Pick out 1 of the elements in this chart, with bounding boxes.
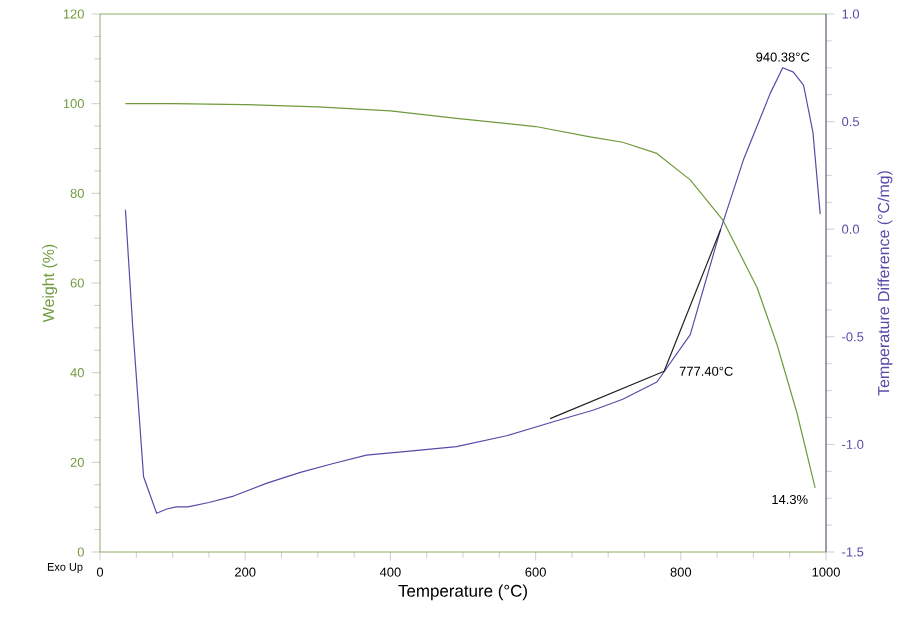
x-axis-title: Temperature (°C) [398, 584, 527, 601]
